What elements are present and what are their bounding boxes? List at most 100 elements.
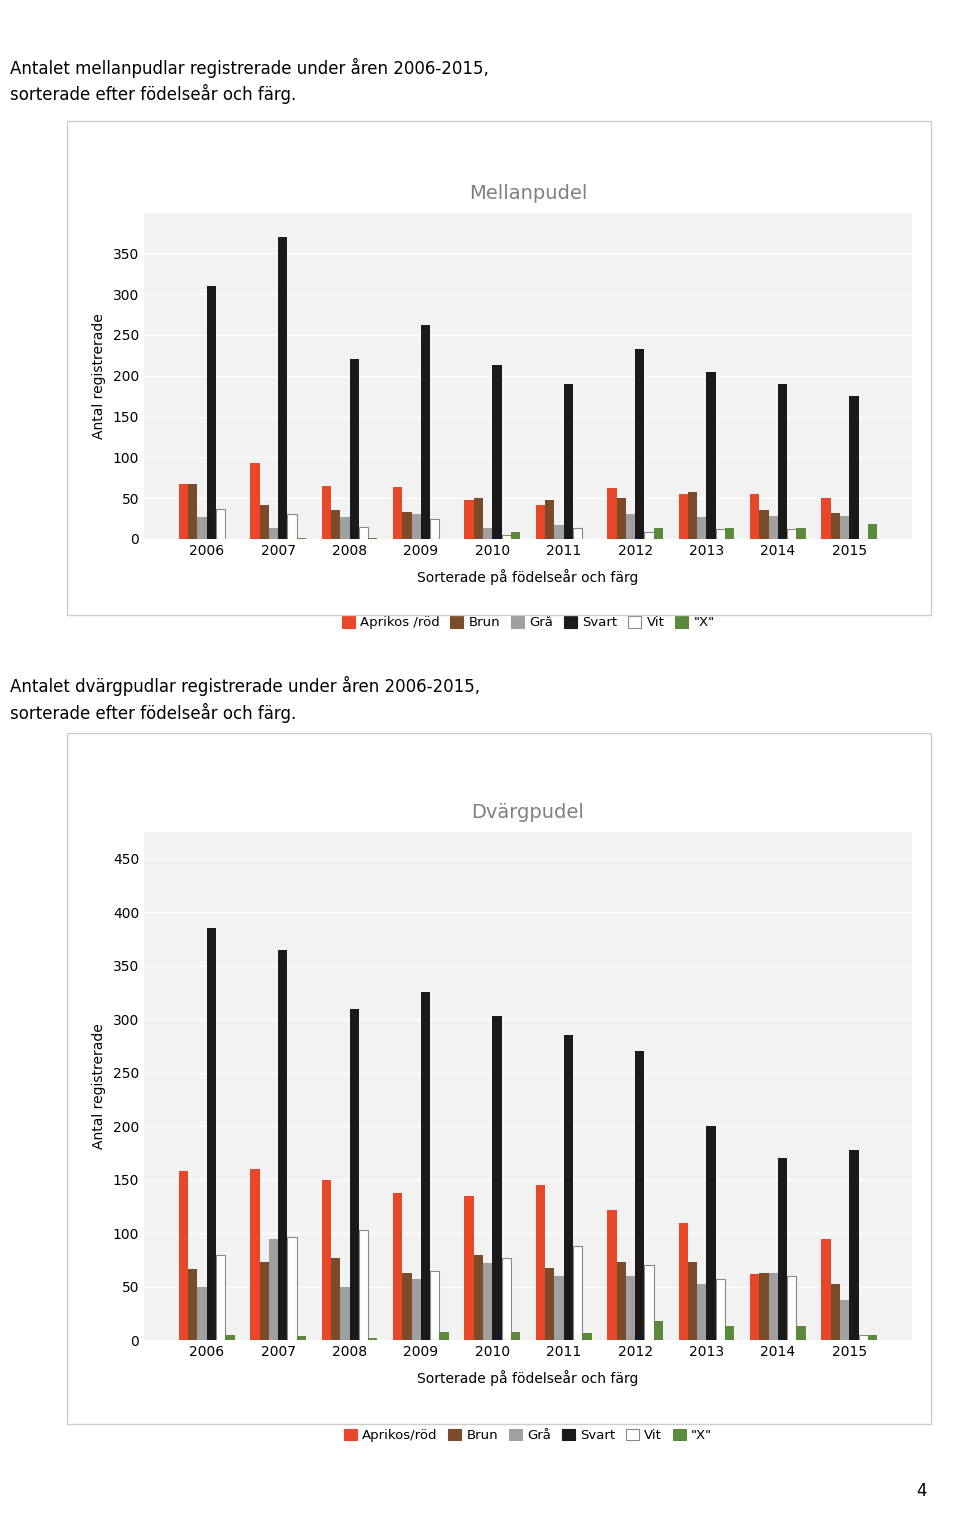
Bar bbox=[697, 516, 707, 539]
Bar bbox=[688, 1263, 697, 1340]
Bar bbox=[564, 384, 573, 539]
Bar bbox=[750, 1274, 759, 1340]
Bar bbox=[340, 516, 349, 539]
Bar bbox=[226, 1334, 234, 1340]
Bar bbox=[511, 533, 520, 539]
Bar bbox=[608, 489, 616, 539]
Bar bbox=[858, 1334, 868, 1340]
Bar bbox=[322, 486, 331, 539]
Bar bbox=[402, 512, 412, 539]
Bar bbox=[393, 1193, 402, 1340]
Bar bbox=[636, 349, 644, 539]
Bar bbox=[688, 492, 697, 539]
Bar bbox=[840, 1299, 850, 1340]
Bar bbox=[179, 1172, 188, 1340]
Bar bbox=[198, 516, 206, 539]
Bar bbox=[626, 515, 636, 539]
X-axis label: Sorterade på födelseår och färg: Sorterade på födelseår och färg bbox=[418, 1371, 638, 1386]
Bar bbox=[251, 1169, 259, 1340]
Bar bbox=[759, 1274, 769, 1340]
Bar bbox=[420, 325, 430, 539]
Bar bbox=[440, 1331, 448, 1340]
Bar bbox=[179, 484, 188, 539]
Bar bbox=[259, 1263, 269, 1340]
Bar bbox=[287, 1237, 297, 1340]
X-axis label: Sorterade på födelseår och färg: Sorterade på födelseår och färg bbox=[418, 569, 638, 584]
Bar bbox=[483, 1263, 492, 1340]
Bar bbox=[412, 1280, 420, 1340]
Bar bbox=[188, 484, 198, 539]
Bar bbox=[644, 1266, 654, 1340]
Bar bbox=[797, 1327, 805, 1340]
Text: Antalet mellanpudlar registrerade under åren 2006-2015,: Antalet mellanpudlar registrerade under … bbox=[10, 58, 489, 77]
Bar bbox=[787, 530, 797, 539]
Legend: Aprikos /röd, Brun, Grå, Svart, Vit, "X": Aprikos /röd, Brun, Grå, Svart, Vit, "X" bbox=[336, 610, 720, 635]
Bar bbox=[465, 1196, 473, 1340]
Bar bbox=[483, 528, 492, 539]
Bar bbox=[797, 528, 805, 539]
Bar bbox=[769, 1274, 778, 1340]
Bar bbox=[473, 498, 483, 539]
Bar bbox=[654, 528, 663, 539]
Bar bbox=[840, 516, 850, 539]
Title: Dvärgpudel: Dvärgpudel bbox=[471, 803, 585, 821]
Bar bbox=[573, 528, 583, 539]
Bar bbox=[850, 1149, 858, 1340]
Bar bbox=[769, 516, 778, 539]
Bar bbox=[402, 1274, 412, 1340]
Bar bbox=[750, 493, 759, 539]
Bar bbox=[787, 1277, 797, 1340]
Bar bbox=[583, 1333, 591, 1340]
Bar bbox=[269, 528, 278, 539]
Bar bbox=[545, 1268, 555, 1340]
Bar bbox=[536, 504, 545, 539]
Bar bbox=[412, 515, 420, 539]
Y-axis label: Antal registrerade: Antal registrerade bbox=[92, 1023, 106, 1149]
Bar bbox=[492, 366, 501, 539]
Bar bbox=[322, 1179, 331, 1340]
Bar bbox=[778, 1158, 787, 1340]
Bar bbox=[465, 499, 473, 539]
Bar bbox=[430, 519, 440, 539]
Bar bbox=[297, 1336, 306, 1340]
Bar bbox=[573, 1246, 583, 1340]
Y-axis label: Antal registrerade: Antal registrerade bbox=[92, 313, 106, 439]
Bar bbox=[331, 510, 340, 539]
Bar bbox=[473, 1255, 483, 1340]
Bar bbox=[492, 1016, 501, 1340]
Bar bbox=[501, 534, 511, 539]
Bar bbox=[511, 1331, 520, 1340]
Text: sorterade efter födelseår och färg.: sorterade efter födelseår och färg. bbox=[10, 83, 296, 103]
Bar bbox=[654, 1321, 663, 1340]
Text: Antalet dvärgpudlar registrerade under åren 2006-2015,: Antalet dvärgpudlar registrerade under å… bbox=[10, 676, 480, 695]
Bar bbox=[636, 1052, 644, 1340]
Bar bbox=[697, 1284, 707, 1340]
Bar bbox=[679, 493, 688, 539]
Bar bbox=[822, 1239, 830, 1340]
Bar bbox=[349, 360, 359, 539]
Bar bbox=[716, 530, 725, 539]
Bar bbox=[644, 531, 654, 539]
Bar bbox=[555, 525, 564, 539]
Bar bbox=[608, 1210, 616, 1340]
Bar bbox=[707, 1126, 716, 1340]
Bar bbox=[340, 1287, 349, 1340]
Bar bbox=[868, 1334, 877, 1340]
Bar bbox=[868, 524, 877, 539]
Bar bbox=[420, 993, 430, 1340]
Bar bbox=[206, 285, 216, 539]
Bar bbox=[564, 1035, 573, 1340]
Bar bbox=[278, 950, 287, 1340]
Bar bbox=[716, 1280, 725, 1340]
Bar bbox=[368, 1339, 377, 1340]
Bar bbox=[830, 1284, 840, 1340]
Bar bbox=[545, 499, 555, 539]
Bar bbox=[707, 372, 716, 539]
Title: Mellanpudel: Mellanpudel bbox=[468, 184, 588, 202]
Bar bbox=[393, 487, 402, 539]
Bar bbox=[555, 1277, 564, 1340]
Bar bbox=[216, 509, 226, 539]
Bar bbox=[679, 1222, 688, 1340]
Bar bbox=[430, 1271, 440, 1340]
Bar bbox=[287, 515, 297, 539]
